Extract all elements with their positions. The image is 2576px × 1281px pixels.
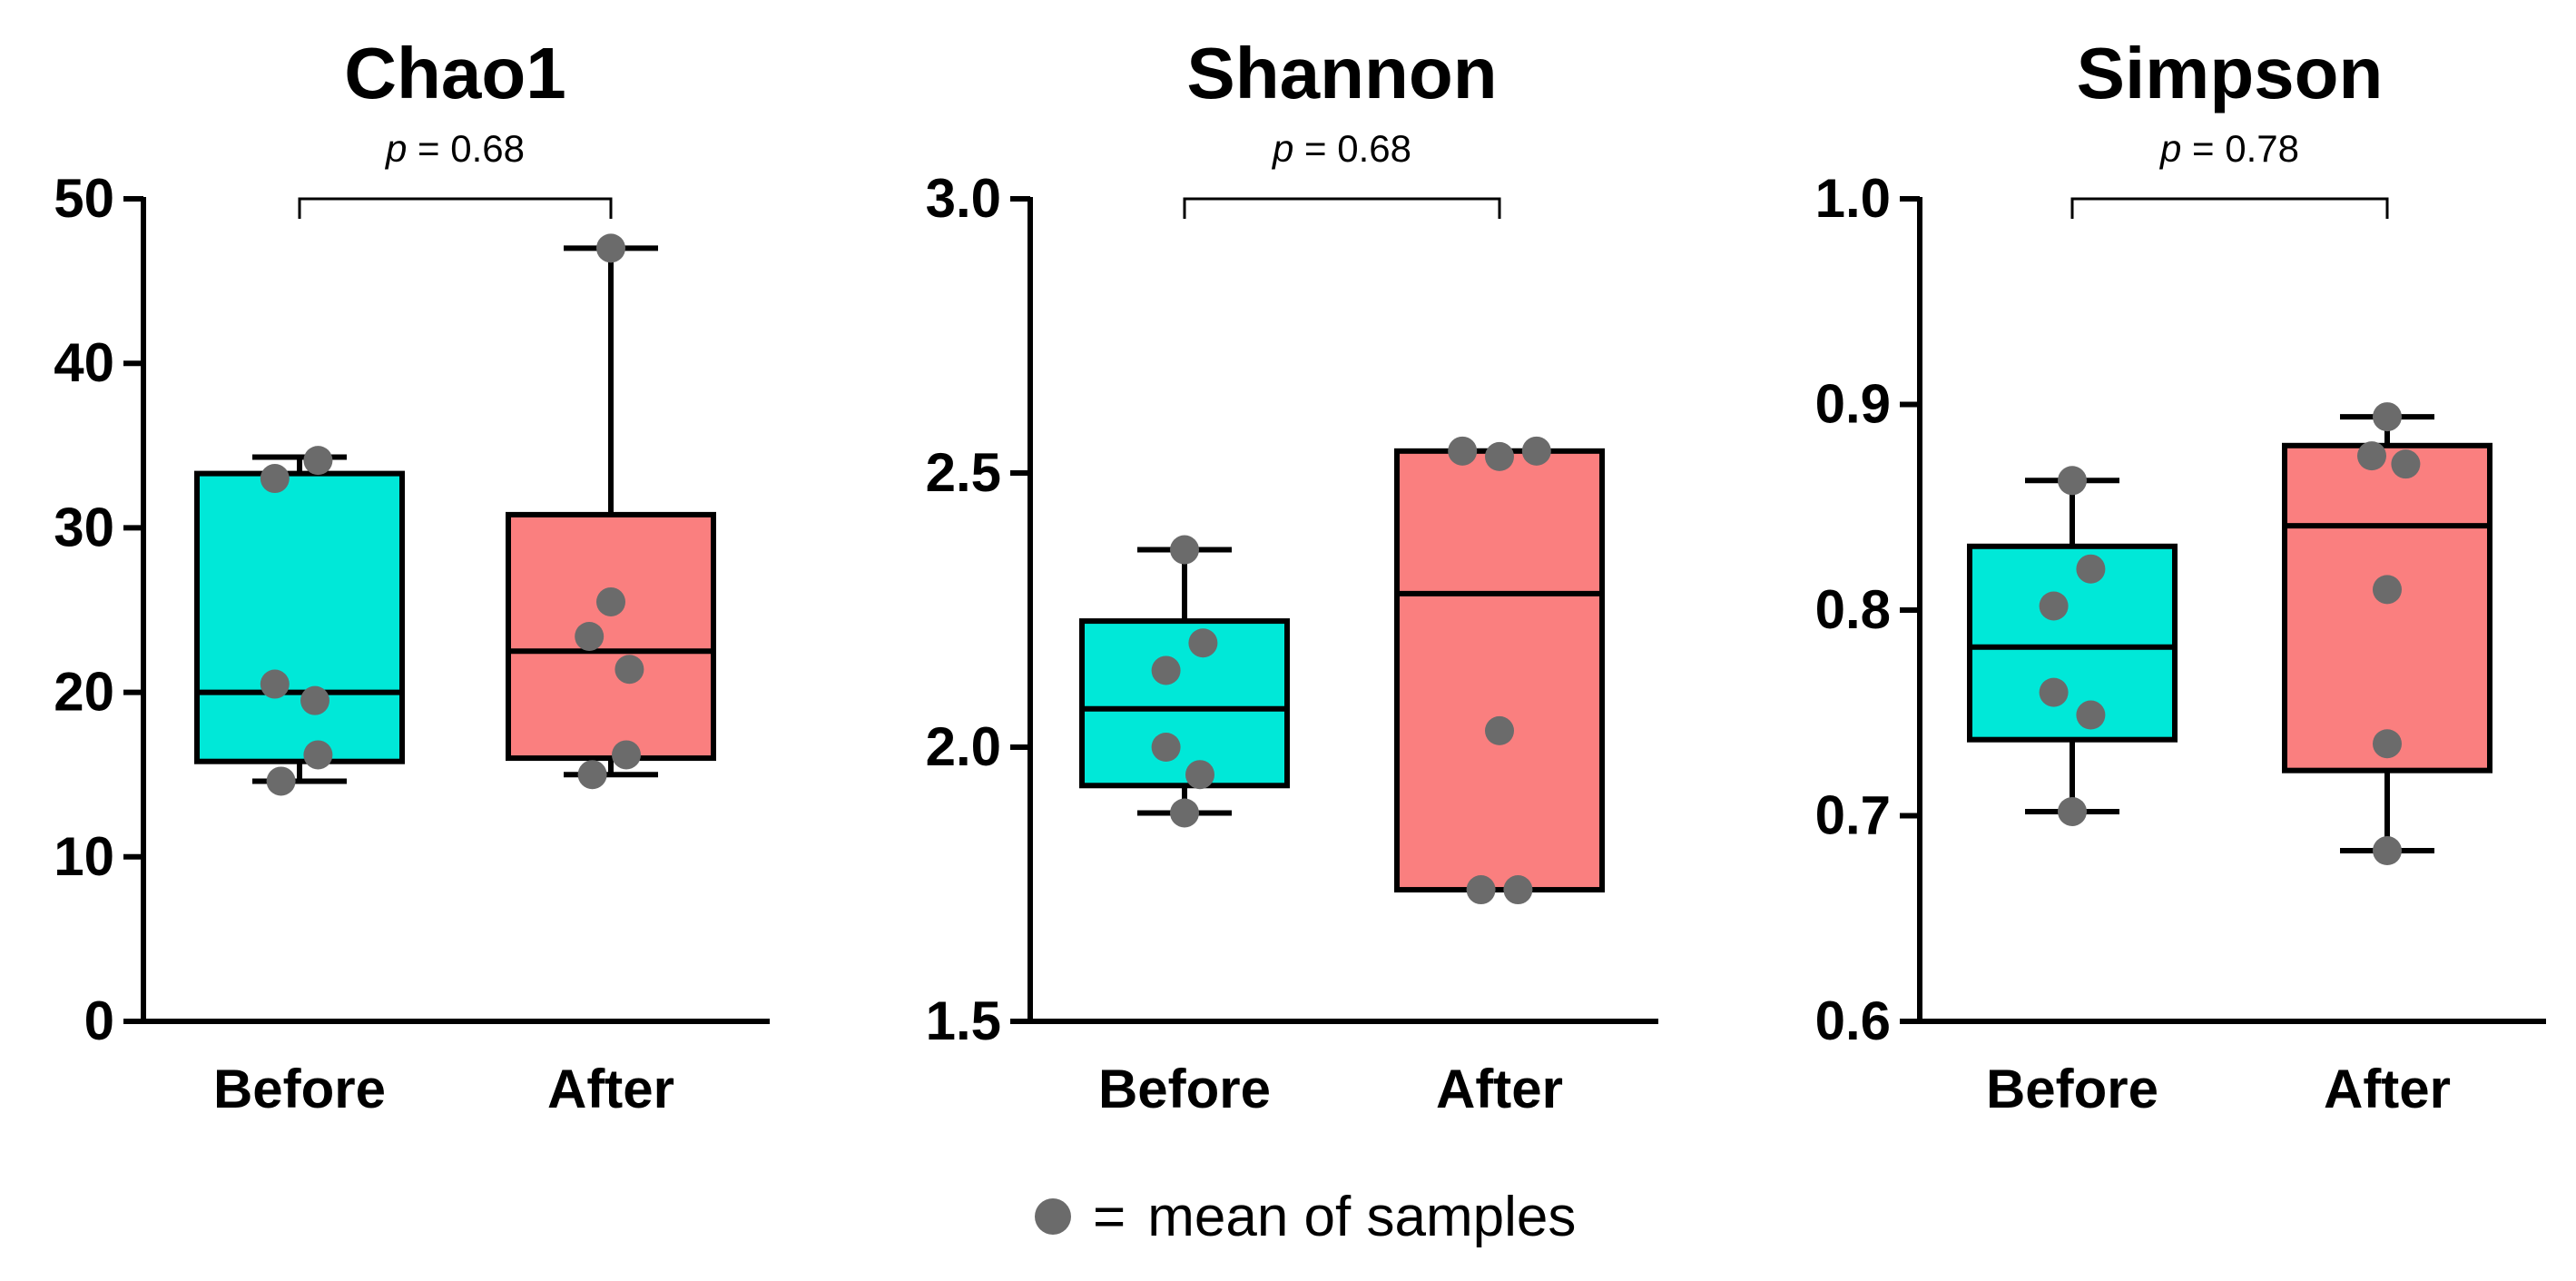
data-point xyxy=(1151,655,1181,685)
significance-bracket xyxy=(2070,197,2389,219)
data-point xyxy=(596,233,625,263)
x-tick-label: After xyxy=(1436,1059,1563,1119)
x-tick-label: After xyxy=(547,1059,674,1119)
data-point xyxy=(2039,677,2069,707)
legend-equals: = xyxy=(1093,1185,1126,1248)
data-point xyxy=(577,760,607,790)
box-iqr xyxy=(506,511,716,762)
p-value-label: p = 0.78 xyxy=(2158,127,2299,170)
data-point xyxy=(266,766,296,796)
data-point xyxy=(1170,798,1199,828)
y-tick-label: 0 xyxy=(84,990,114,1051)
chart-title: Simpson xyxy=(2077,33,2384,113)
box-after xyxy=(506,233,716,790)
data-point xyxy=(260,669,290,699)
y-tick-label: 30 xyxy=(54,497,114,557)
data-point xyxy=(1185,760,1214,790)
legend: = mean of samples xyxy=(1035,1185,1576,1248)
chart-title: Chao1 xyxy=(344,33,566,113)
data-point xyxy=(2373,575,2402,605)
box-before xyxy=(194,446,405,796)
data-point xyxy=(1466,875,1496,905)
panel-chao1: Chao1 p = 0.68 0 10 20 30 40 50 Before After xyxy=(54,33,770,1119)
data-point xyxy=(1521,436,1551,466)
significance-bracket xyxy=(1183,197,1501,219)
data-point xyxy=(1485,441,1514,471)
data-point xyxy=(2391,449,2421,479)
y-tick-label: 0.6 xyxy=(1815,990,1891,1051)
y-tick-label: 20 xyxy=(54,662,114,723)
box-iqr xyxy=(1394,448,1605,893)
data-point xyxy=(2058,796,2087,826)
box-before xyxy=(1967,466,2178,826)
p-symbol: p xyxy=(384,127,407,170)
data-point xyxy=(1188,628,1218,658)
data-point xyxy=(1151,733,1181,762)
y-tick-label: 3.0 xyxy=(926,168,1001,229)
legend-marker-icon xyxy=(1035,1198,1071,1235)
p-number: = 0.78 xyxy=(2181,127,2299,170)
data-point xyxy=(2357,441,2386,471)
p-symbol: p xyxy=(1271,127,1293,170)
p-value-label: p = 0.68 xyxy=(384,127,525,170)
x-tick-label: Before xyxy=(1098,1059,1271,1119)
box-iqr xyxy=(194,470,405,764)
box-before xyxy=(1079,535,1290,828)
y-tick-label: 1.0 xyxy=(1815,168,1891,229)
significance-bracket xyxy=(298,197,613,219)
data-point xyxy=(2373,836,2402,866)
x-tick-label: Before xyxy=(1986,1059,2158,1119)
p-symbol: p xyxy=(2158,127,2181,170)
y-tick-label: 50 xyxy=(54,168,114,229)
y-tick-label: 0.9 xyxy=(1815,374,1891,435)
panel-simpson: Simpson p = 0.78 0.6 0.7 0.8 0.9 1.0 Before Afte… xyxy=(1815,33,2546,1119)
chart-title: Shannon xyxy=(1186,33,1497,113)
y-tick-label: 10 xyxy=(54,826,114,887)
p-number: = 0.68 xyxy=(407,127,525,170)
box-iqr xyxy=(2282,442,2492,774)
data-point xyxy=(1170,535,1199,565)
data-point xyxy=(2373,402,2402,432)
data-point xyxy=(612,740,641,770)
x-tick-label: After xyxy=(2324,1059,2451,1119)
data-point xyxy=(596,586,625,616)
data-point xyxy=(575,621,605,651)
box-iqr xyxy=(1079,618,1290,789)
data-point xyxy=(303,740,333,770)
data-point xyxy=(2076,554,2106,584)
data-point xyxy=(2039,591,2069,621)
data-point xyxy=(2373,729,2402,759)
x-tick-label: Before xyxy=(213,1059,386,1119)
y-tick-label: 2.0 xyxy=(926,716,1001,777)
p-value-label: p = 0.68 xyxy=(1271,127,1411,170)
data-point xyxy=(615,655,644,685)
p-number: = 0.68 xyxy=(1293,127,1411,170)
panel-shannon: Shannon p = 0.68 1.5 2.0 2.5 3.0 Before After xyxy=(926,33,1658,1119)
data-point xyxy=(2076,700,2106,730)
data-point xyxy=(1503,875,1533,905)
y-tick-label: 0.8 xyxy=(1815,579,1891,640)
data-point xyxy=(300,685,329,715)
data-point xyxy=(1448,436,1478,466)
y-tick-label: 0.7 xyxy=(1815,785,1891,846)
data-point xyxy=(2058,466,2087,496)
data-point xyxy=(260,464,290,494)
legend-text: mean of samples xyxy=(1147,1185,1577,1248)
box-after xyxy=(1394,436,1605,905)
data-point xyxy=(1485,715,1514,745)
box-after xyxy=(2282,402,2492,866)
data-point xyxy=(303,446,333,476)
y-tick-label: 2.5 xyxy=(926,442,1001,503)
box-iqr xyxy=(1967,543,2178,743)
y-tick-label: 40 xyxy=(54,332,114,393)
y-tick-label: 1.5 xyxy=(926,990,1001,1051)
